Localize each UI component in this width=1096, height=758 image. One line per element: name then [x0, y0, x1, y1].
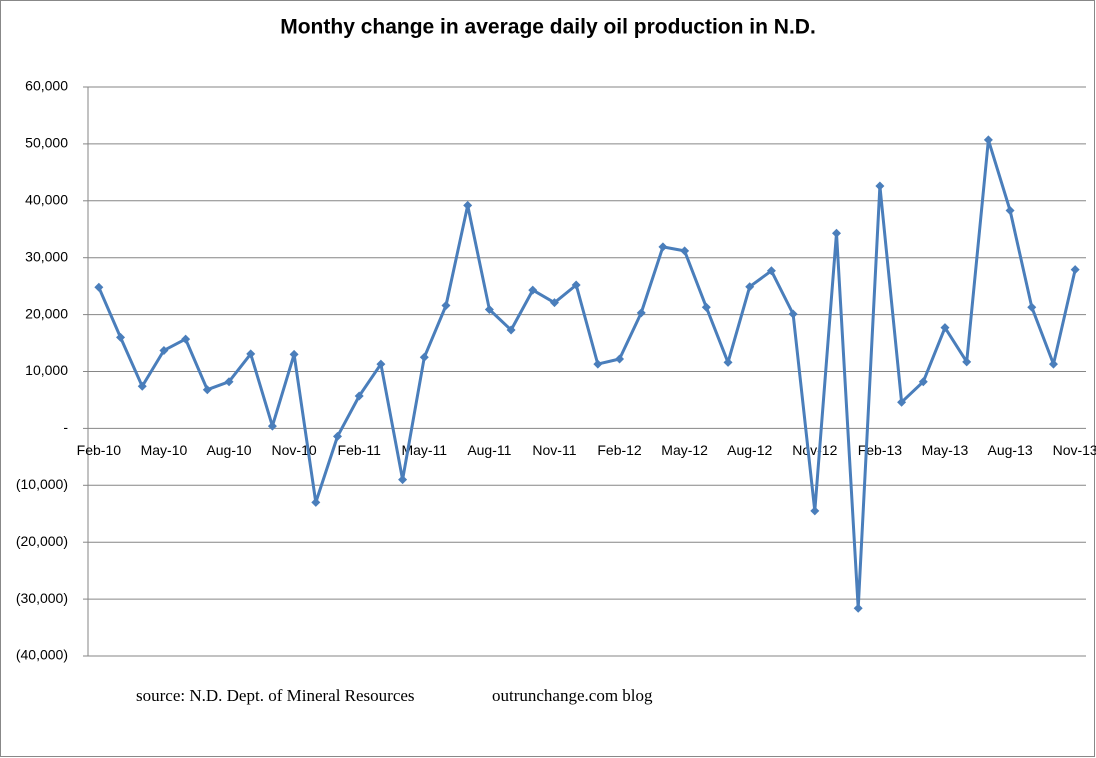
data-point — [810, 506, 820, 516]
data-point — [116, 332, 126, 342]
data-point — [159, 345, 169, 355]
y-tick-label: - — [63, 419, 68, 435]
data-point — [441, 300, 451, 310]
data-point — [333, 431, 342, 441]
data-point — [224, 377, 234, 387]
x-tick-label: Aug-11 — [467, 442, 511, 458]
data-point — [398, 475, 408, 485]
x-tick-label: Feb-11 — [338, 442, 382, 458]
data-point — [658, 242, 668, 252]
data-point — [419, 352, 429, 362]
data-point — [615, 354, 625, 364]
x-tick-label: Nov-12 — [792, 442, 837, 458]
data-point — [680, 246, 690, 256]
data-point — [181, 334, 191, 344]
data-point — [918, 377, 928, 387]
data-point — [246, 349, 256, 359]
data-point — [853, 603, 863, 613]
data-point — [832, 228, 841, 238]
x-tick-label: May-13 — [922, 442, 969, 458]
data-point — [94, 282, 104, 292]
x-tick-label: Aug-10 — [206, 442, 251, 458]
y-tick-label: (20,000) — [16, 533, 68, 549]
x-tick-label: Feb-13 — [858, 442, 903, 458]
data-point — [962, 357, 972, 367]
data-point — [549, 298, 559, 308]
x-tick-label: Nov-11 — [532, 442, 576, 458]
y-tick-label: 30,000 — [25, 248, 68, 264]
data-point — [875, 181, 885, 191]
y-tick-label: 10,000 — [25, 362, 68, 378]
data-point — [897, 397, 907, 407]
x-tick-label: Nov-13 — [1053, 442, 1096, 458]
data-point — [745, 282, 755, 292]
data-point — [1070, 265, 1080, 275]
data-point — [528, 285, 538, 295]
data-point — [202, 385, 212, 395]
blog-note: outrunchange.com blog — [492, 686, 653, 705]
x-tick-label: May-12 — [661, 442, 708, 458]
y-tick-label: (40,000) — [16, 647, 68, 663]
data-point — [723, 357, 733, 367]
data-point — [788, 309, 798, 319]
data-point — [376, 359, 386, 369]
data-point — [311, 497, 321, 507]
x-tick-label: May-11 — [401, 442, 447, 458]
data-point — [506, 325, 516, 335]
y-tick-label: 50,000 — [25, 135, 68, 151]
data-point — [289, 349, 299, 359]
y-tick-label: 40,000 — [25, 192, 68, 208]
data-line — [97, 138, 1077, 610]
y-tick-label: (30,000) — [16, 590, 68, 606]
data-point — [593, 359, 603, 369]
data-point — [267, 421, 277, 431]
x-tick-label: Aug-13 — [987, 442, 1032, 458]
data-point — [463, 200, 473, 210]
x-tick-label: Feb-10 — [77, 442, 122, 458]
data-point — [983, 135, 993, 145]
data-point — [1027, 302, 1037, 312]
data-point — [1048, 359, 1058, 369]
data-point — [354, 391, 364, 401]
source-note: source: N.D. Dept. of Mineral Resources — [136, 686, 415, 705]
data-point — [940, 323, 950, 333]
x-tick-label: Feb-12 — [597, 442, 642, 458]
data-point — [571, 280, 581, 290]
chart-title: Monthy change in average daily oil produ… — [280, 16, 816, 39]
data-point — [766, 266, 776, 276]
data-point — [636, 308, 646, 318]
y-tick-label: 60,000 — [25, 78, 68, 94]
data-point — [1005, 205, 1015, 215]
x-tick-label: May-10 — [141, 442, 188, 458]
data-point — [701, 302, 711, 312]
x-tick-label: Aug-12 — [727, 442, 772, 458]
y-tick-label: 20,000 — [25, 305, 68, 321]
data-point — [137, 381, 147, 391]
data-point — [484, 304, 494, 314]
y-tick-label: (10,000) — [16, 476, 68, 492]
x-tick-label: Nov-10 — [272, 442, 317, 458]
